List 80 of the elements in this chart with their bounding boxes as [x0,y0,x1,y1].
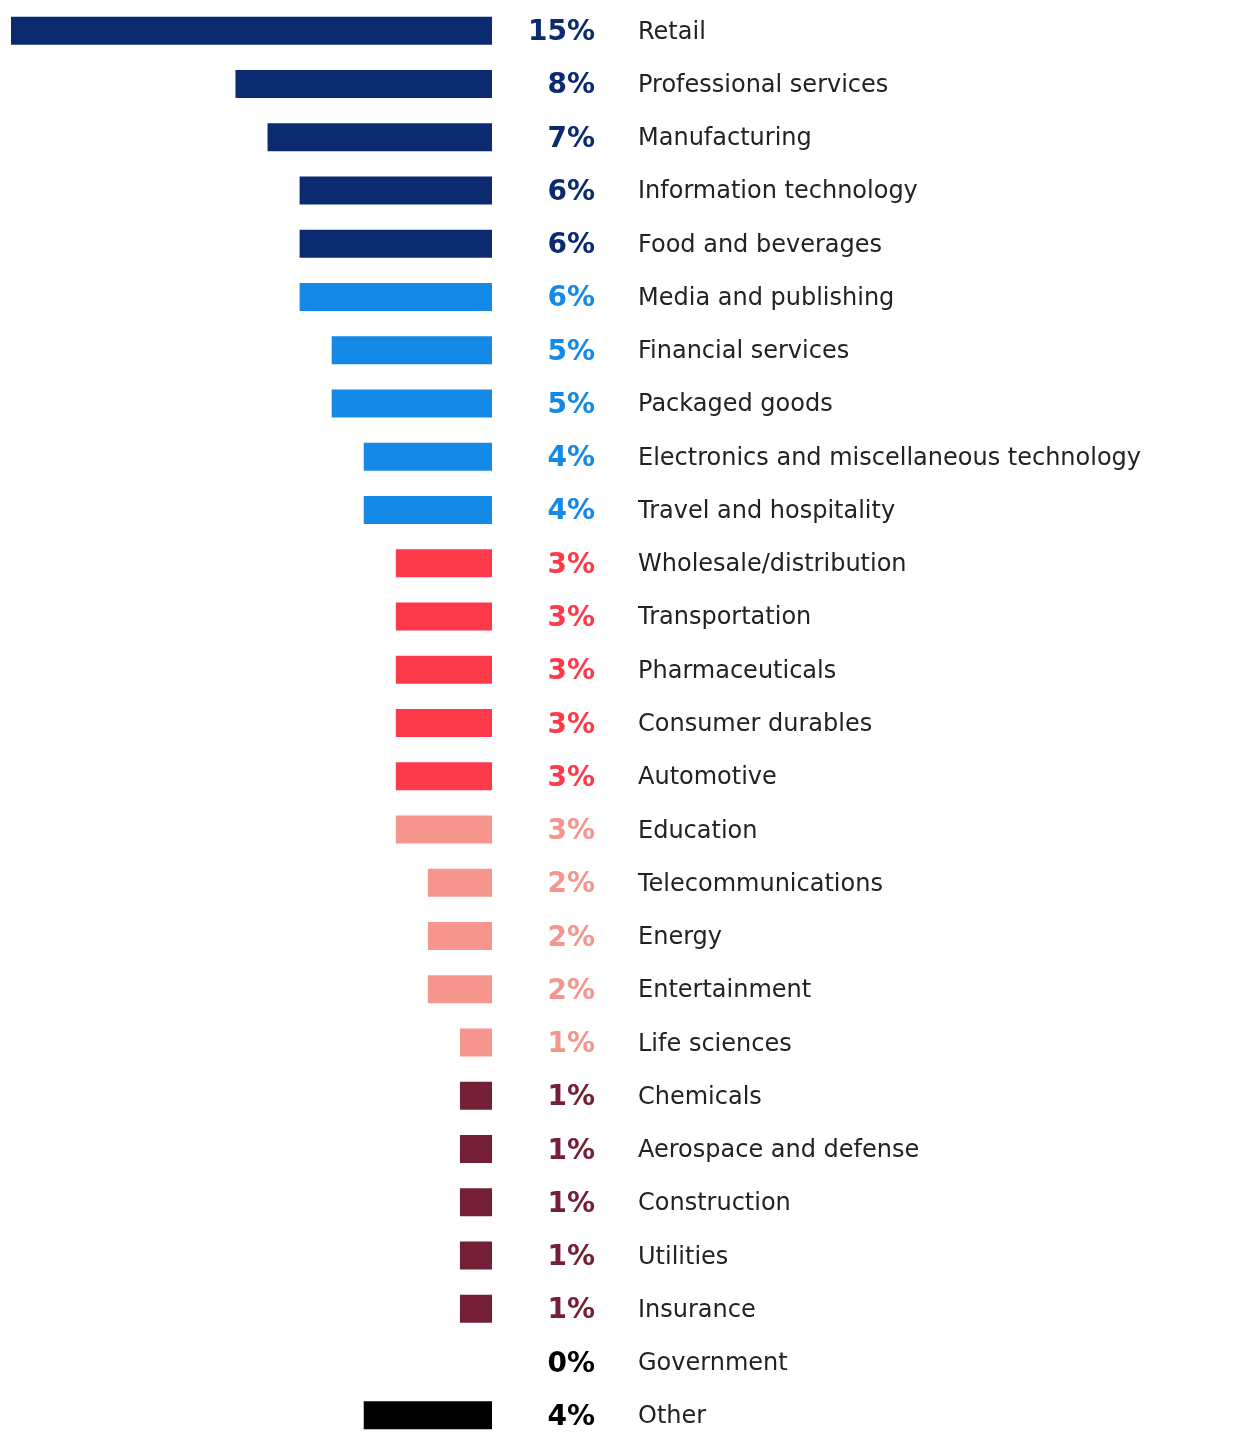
y-tick-label: Life sciences [638,1028,792,1057]
y-tick-label: Government [638,1348,788,1377]
bar [299,229,492,258]
bar [427,922,492,951]
bar [267,123,492,152]
bar [331,389,492,418]
data-label: 6% [547,280,595,314]
bar [427,868,492,897]
y-tick-label: Food and beverages [638,229,883,258]
y-tick-label: Entertainment [638,975,812,1004]
y-tick-label: Travel and hospitality [637,495,896,524]
bar [363,442,492,471]
y-tick-label: Energy [638,922,723,951]
data-label: 3% [547,546,595,580]
data-label: 5% [547,333,595,367]
y-tick-label: Other [638,1401,707,1430]
data-label: 2% [547,972,595,1006]
y-tick-label: Transportation [637,602,812,631]
data-label: 3% [547,706,595,740]
y-tick-label: Chemicals [638,1081,762,1110]
y-tick-label: Wholesale/distribution [638,549,907,578]
data-label: 4% [547,440,595,474]
data-label: 1% [547,1185,595,1219]
y-tick-label: Telecommunications [637,868,883,897]
data-label: 6% [547,173,595,207]
y-tick-label: Retail [638,16,706,45]
bar [331,336,492,365]
bar [459,1081,492,1110]
data-label: 1% [547,1239,595,1273]
bar [395,655,492,684]
bar [11,16,492,45]
y-tick-label: Information technology [638,176,918,205]
data-label: 4% [547,1398,595,1432]
bar [395,549,492,578]
y-tick-label: Pharmaceuticals [638,655,837,684]
y-tick-label: Automotive [638,762,777,791]
data-label: 2% [547,919,595,953]
bar [363,1401,492,1430]
y-tick-label: Construction [638,1188,791,1217]
bar [395,602,492,631]
bar [395,762,492,791]
data-label: 6% [547,227,595,261]
bar [299,176,492,205]
y-tick-label: Utilities [638,1241,729,1270]
bar [459,1028,492,1057]
bar [459,1294,492,1323]
bar [459,1135,492,1164]
bar [395,815,492,844]
data-label: 7% [547,120,595,154]
bar [459,1241,492,1270]
y-tick-label: Insurance [638,1294,756,1323]
y-tick-label: Professional services [638,69,889,98]
data-label: 2% [547,866,595,900]
bar [459,1188,492,1217]
data-label: 1% [547,1292,595,1326]
data-label: 1% [547,1026,595,1060]
y-tick-label: Packaged goods [638,389,833,418]
bar [427,975,492,1004]
data-label: 4% [547,493,595,527]
data-label: 3% [547,653,595,687]
data-label: 1% [547,1132,595,1166]
bar [235,69,492,98]
bar [363,495,492,524]
y-tick-label: Media and publishing [638,282,895,311]
data-label: 3% [547,759,595,793]
y-tick-label: Manufacturing [638,123,812,152]
data-label: 0% [547,1345,595,1379]
y-tick-label: Financial services [638,336,850,365]
bar [395,709,492,737]
bar [299,282,492,311]
y-tick-label: Education [638,815,758,844]
data-label: 5% [547,386,595,420]
data-label: 1% [547,1079,595,1113]
data-label: 3% [547,813,595,847]
y-tick-label: Aerospace and defense [638,1135,920,1164]
data-label: 8% [547,67,595,101]
data-label: 15% [527,14,595,48]
data-label: 3% [547,599,595,633]
y-tick-label: Electronics and miscellaneous technology [638,442,1142,471]
y-tick-label: Consumer durables [638,709,873,737]
